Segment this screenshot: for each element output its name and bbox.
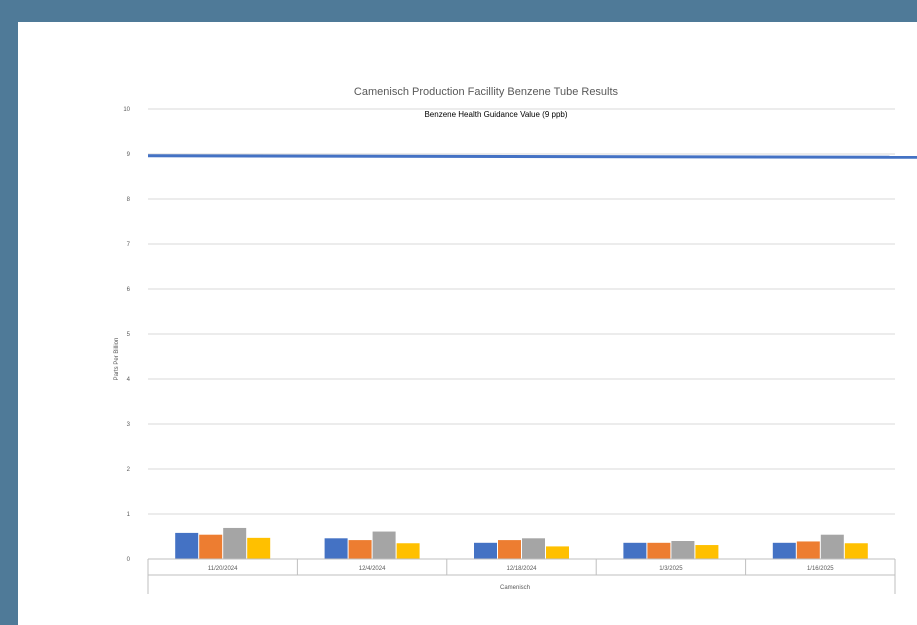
data-bar [474, 542, 497, 559]
guidance-annotation: Benzene Health Guidance Value (9 ppb) [424, 110, 567, 119]
data-bar [820, 534, 844, 559]
data-bar [498, 540, 521, 559]
benzene-chart: Camenisch Production Facillity Benzene T… [114, 86, 917, 594]
x-tick-label: 12/4/2024 [359, 566, 386, 572]
data-bar [396, 543, 420, 559]
data-bar [647, 542, 671, 559]
x-tick-label: 12/18/2024 [506, 566, 537, 572]
y-tick-label: 2 [127, 467, 131, 473]
data-bar [695, 545, 719, 559]
y-tick-label: 4 [127, 377, 131, 383]
chart-sheet: Camenisch Production Facillity Benzene T… [18, 22, 917, 625]
data-bar [199, 534, 223, 559]
guidance-value-line [147, 154, 917, 159]
y-tick-label: 1 [127, 512, 131, 518]
data-bar [796, 541, 820, 559]
y-tick-label: 10 [123, 107, 130, 113]
x-tick-label: 1/16/2025 [807, 566, 834, 572]
chart-title: Camenisch Production Facillity Benzene T… [354, 86, 619, 98]
x-tick-label: 11/20/2024 [208, 566, 238, 572]
data-bar [247, 537, 271, 559]
data-bar [372, 531, 396, 559]
y-tick-label: 5 [127, 332, 131, 338]
x-tick-label: 1/3/2025 [659, 566, 683, 572]
y-tick-label: 8 [127, 197, 131, 203]
data-bar [546, 546, 569, 559]
data-bar [522, 538, 545, 559]
data-bar [324, 538, 348, 559]
y-tick-label: 6 [127, 287, 131, 293]
y-axis-label: Parts Per Billion [114, 338, 120, 381]
y-tick-label: 3 [127, 422, 131, 428]
data-bar [175, 532, 199, 559]
data-bar [844, 543, 868, 559]
data-bar [223, 527, 247, 559]
data-bar [348, 540, 372, 559]
y-tick-label: 7 [127, 242, 131, 248]
y-tick-label: 0 [127, 557, 131, 563]
data-bar [623, 542, 647, 559]
x-axis-label: Camenisch [500, 585, 530, 591]
y-tick-label: 9 [127, 152, 131, 158]
data-bar [671, 541, 695, 559]
data-bar [772, 542, 796, 559]
